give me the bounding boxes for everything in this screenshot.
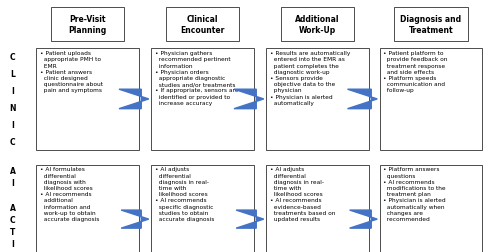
FancyBboxPatch shape <box>166 8 240 42</box>
Text: N: N <box>9 104 16 112</box>
FancyBboxPatch shape <box>36 49 138 150</box>
Polygon shape <box>236 210 264 228</box>
Text: Diagnosis and
Treatment: Diagnosis and Treatment <box>400 15 462 35</box>
Text: Pre-Visit
Planning: Pre-Visit Planning <box>68 15 106 35</box>
Text: • Platform answers
  questions
• AI recommends
  modifications to the
  treatmen: • Platform answers questions • AI recomm… <box>384 167 446 221</box>
Text: I: I <box>11 120 14 129</box>
Text: A: A <box>10 167 16 176</box>
Text: L: L <box>10 70 15 79</box>
FancyBboxPatch shape <box>394 8 468 42</box>
Polygon shape <box>348 90 378 109</box>
Text: C: C <box>10 215 16 224</box>
Text: C: C <box>10 53 16 62</box>
Polygon shape <box>234 90 264 109</box>
FancyBboxPatch shape <box>266 49 368 150</box>
Text: I: I <box>11 179 14 187</box>
FancyBboxPatch shape <box>380 49 482 150</box>
FancyBboxPatch shape <box>152 49 254 150</box>
Text: I: I <box>11 239 14 248</box>
FancyBboxPatch shape <box>380 165 482 252</box>
FancyBboxPatch shape <box>266 165 368 252</box>
Polygon shape <box>119 90 149 109</box>
Text: A: A <box>10 203 16 212</box>
Text: O: O <box>9 251 16 252</box>
Text: • Patient uploads
  appropriate PMH to
  EMR
• Patient answers
  clinic designed: • Patient uploads appropriate PMH to EMR… <box>40 51 103 93</box>
FancyBboxPatch shape <box>50 8 124 42</box>
Text: • AI adjusts
  differential
  diagnosis in real-
  time with
  likelihood scores: • AI adjusts differential diagnosis in r… <box>155 167 214 221</box>
Text: I: I <box>11 87 14 96</box>
Text: C: C <box>10 137 16 146</box>
Text: Additional
Work-Up: Additional Work-Up <box>295 15 340 35</box>
Text: • Patient platform to
  provide feedback on
  treatment response
  and side effe: • Patient platform to provide feedback o… <box>384 51 448 93</box>
FancyBboxPatch shape <box>152 165 254 252</box>
FancyBboxPatch shape <box>36 165 138 252</box>
Polygon shape <box>350 210 378 228</box>
Text: • AI formulates
  differential
  diagnosis with
  likelihood scores
• AI recomme: • AI formulates differential diagnosis w… <box>40 167 99 221</box>
FancyBboxPatch shape <box>280 8 354 42</box>
Polygon shape <box>121 210 149 228</box>
Text: Clinical
Encounter: Clinical Encounter <box>180 15 224 35</box>
Text: • Physician gathers
  recommended pertinent
  information
• Physician orders
  a: • Physician gathers recommended pertinen… <box>155 51 238 105</box>
Text: T: T <box>10 227 15 236</box>
Text: • Results are automatically
  entered into the EMR as
  patient completes the
  : • Results are automatically entered into… <box>270 51 350 105</box>
Text: • AI adjusts
  differential
  diagnosis in real-
  time with
  likelihood scores: • AI adjusts differential diagnosis in r… <box>270 167 335 221</box>
